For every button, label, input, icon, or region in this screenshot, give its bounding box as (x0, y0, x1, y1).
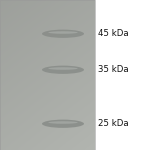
Text: 25 kDa: 25 kDa (98, 119, 129, 128)
Bar (0, 0, 95, 150)
Text: 35 kDa: 35 kDa (98, 65, 129, 74)
Ellipse shape (48, 31, 78, 34)
Ellipse shape (48, 67, 78, 70)
Text: 45 kDa: 45 kDa (98, 29, 129, 38)
Ellipse shape (42, 66, 84, 74)
Ellipse shape (48, 121, 78, 124)
Ellipse shape (42, 120, 84, 128)
Ellipse shape (42, 30, 84, 38)
Bar (95, 0, 150, 150)
